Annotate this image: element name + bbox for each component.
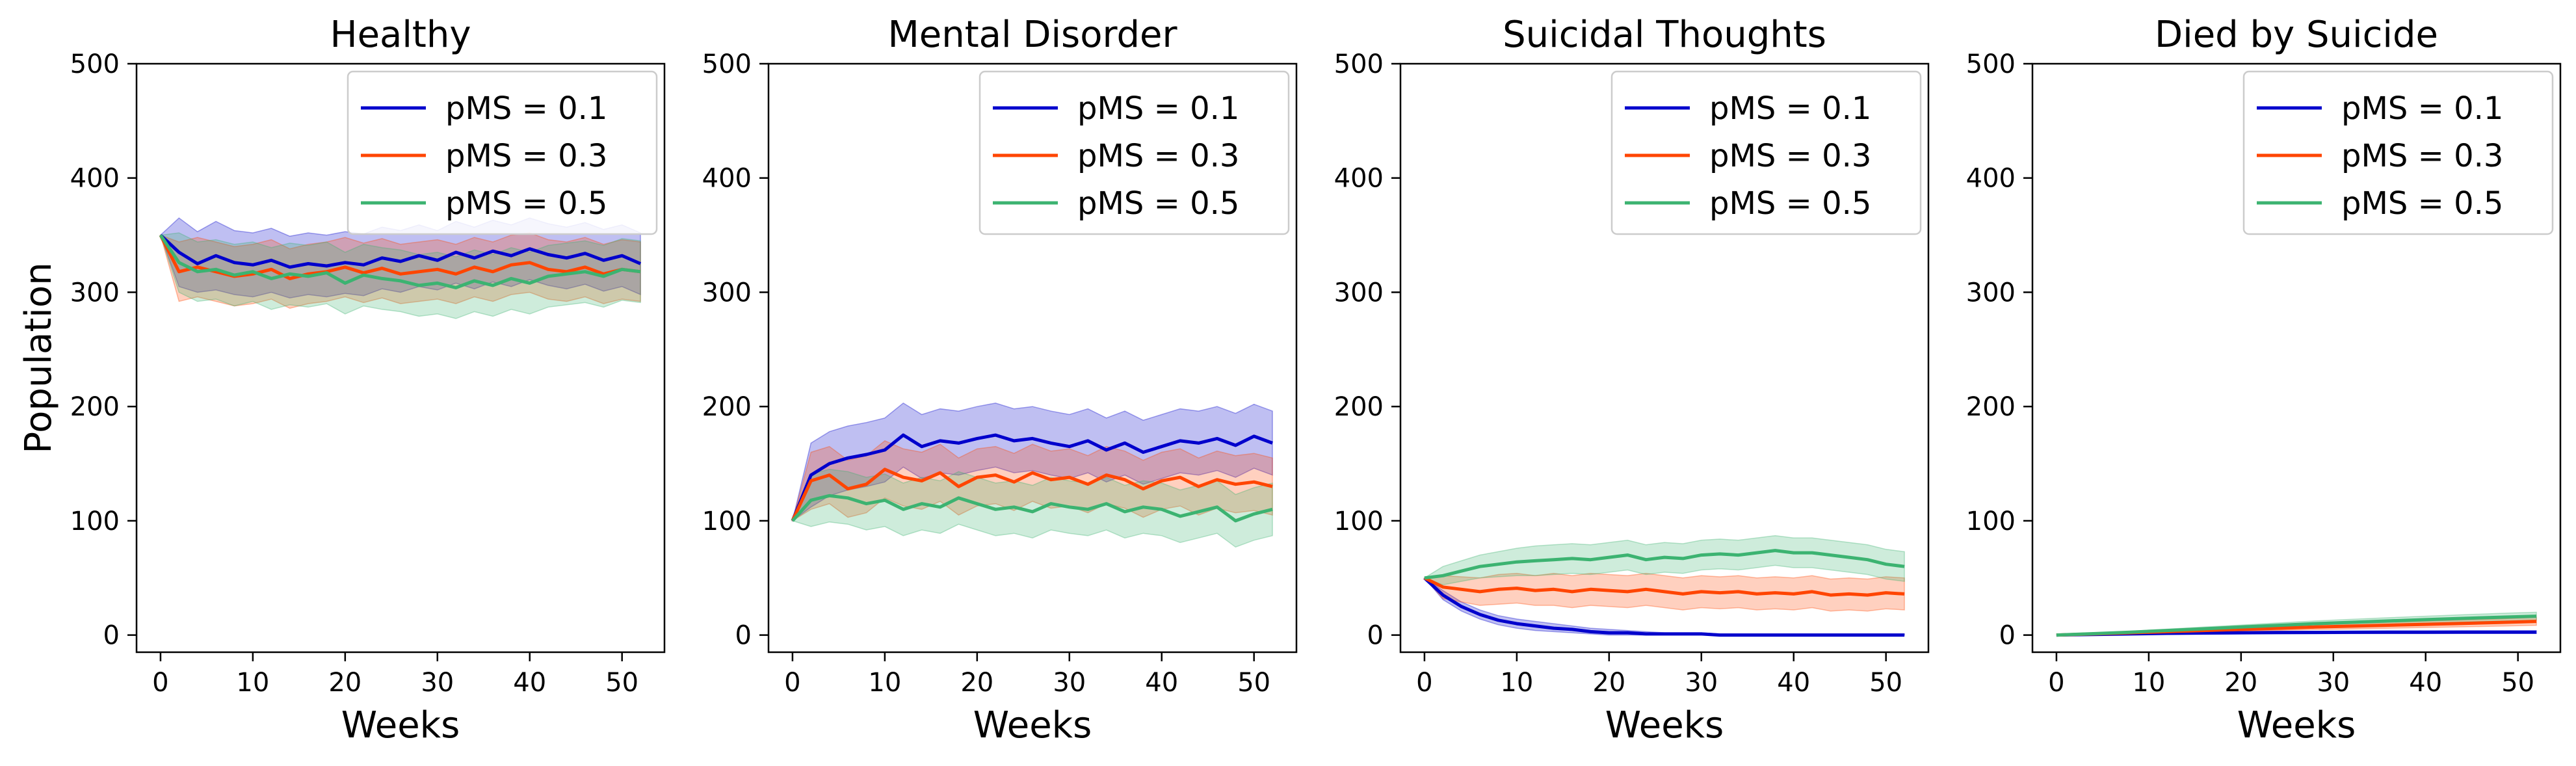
y-tick-label: 500 — [1334, 49, 1384, 79]
series-line-1 — [159, 233, 642, 269]
y-tick-label: 300 — [70, 278, 120, 308]
x-tick-label: 20 — [960, 668, 993, 698]
y-axis-label: Population — [18, 262, 60, 453]
x-tick-label: 0 — [784, 668, 800, 698]
y-tick-label: 400 — [1334, 164, 1384, 194]
legend-label-1: pMS = 0.1 — [1077, 90, 1239, 127]
x-tick-label: 10 — [2132, 668, 2165, 698]
x-tick-label: 40 — [1145, 668, 1178, 698]
x-axis-label: Weeks — [1605, 704, 1724, 746]
y-tick-label: 500 — [1966, 49, 2016, 79]
x-tick-label: 50 — [1869, 668, 1902, 698]
legend-label-2: pMS = 0.3 — [1709, 138, 1871, 174]
x-tick-label: 50 — [1237, 668, 1270, 698]
legend-label-2: pMS = 0.3 — [1077, 138, 1239, 174]
x-tick-label: 0 — [2048, 668, 2064, 698]
y-tick-label: 200 — [1334, 392, 1384, 422]
series-line-3 — [2056, 614, 2537, 637]
legend-label-2: pMS = 0.3 — [445, 138, 607, 174]
x-tick-label: 40 — [513, 668, 546, 698]
x-axis-label: Weeks — [2237, 704, 2356, 746]
legend-label-3: pMS = 0.5 — [445, 185, 607, 222]
legend-box — [2242, 70, 2554, 235]
legend-box — [347, 70, 658, 235]
y-tick-label: 300 — [1334, 278, 1384, 308]
x-tick-label: 40 — [2409, 668, 2442, 698]
series-line-2 — [1423, 576, 1905, 597]
y-tick-label: 0 — [103, 621, 120, 651]
legend: pMS = 0.1 pMS = 0.3 pMS = 0.5 — [979, 70, 1290, 235]
x-tick-label: 30 — [421, 668, 454, 698]
x-tick-label: 10 — [236, 668, 269, 698]
y-tick-label: 500 — [70, 49, 120, 79]
y-tick-label: 300 — [1966, 278, 2016, 308]
legend-label-1: pMS = 0.1 — [445, 90, 607, 127]
x-tick-label: 40 — [1777, 668, 1810, 698]
y-tick-label: 100 — [70, 507, 120, 536]
x-tick-label: 10 — [868, 668, 901, 698]
legend-label-3: pMS = 0.5 — [1077, 185, 1239, 222]
y-tick-label: 0 — [1999, 621, 2016, 651]
legend-label-3: pMS = 0.5 — [1709, 185, 1871, 222]
plot-frame — [2031, 62, 2562, 654]
panel-title: Suicidal Thoughts — [1503, 14, 1826, 56]
legend-label-3: pMS = 0.5 — [2341, 185, 2503, 222]
y-tick-label: 500 — [702, 49, 752, 79]
y-tick-label: 100 — [1966, 507, 2016, 536]
y-tick-label: 100 — [702, 507, 752, 536]
plot-frame — [767, 62, 1298, 654]
series-line-2 — [791, 468, 1273, 522]
x-tick-label: 10 — [1500, 668, 1533, 698]
x-tick-label: 20 — [328, 668, 361, 698]
y-tick-label: 200 — [702, 392, 752, 422]
series-line-1 — [1423, 576, 1905, 637]
legend-box — [1610, 70, 1922, 235]
y-tick-label: 400 — [1966, 164, 2016, 194]
x-tick-label: 0 — [152, 668, 168, 698]
panel-title: Mental Disorder — [887, 14, 1177, 56]
x-tick-label: 0 — [1416, 668, 1432, 698]
chart-panel-1: 0 10 20 30 40 500100200300400500HealthyWeeksP… — [18, 14, 666, 746]
y-tick-label: 0 — [1367, 621, 1384, 651]
series-line-3 — [791, 494, 1273, 523]
plot-frame — [1399, 62, 1930, 654]
x-axis-label: Weeks — [341, 704, 460, 746]
legend: pMS = 0.1 pMS = 0.3 pMS = 0.5 — [347, 70, 658, 235]
x-tick-label: 50 — [2501, 668, 2534, 698]
x-tick-label: 20 — [1592, 668, 1625, 698]
series-line-3 — [159, 234, 641, 289]
y-tick-label: 400 — [702, 164, 752, 194]
y-tick-label: 200 — [1966, 392, 2016, 422]
x-tick-label: 30 — [2317, 668, 2350, 698]
series-line-1 — [791, 433, 1273, 522]
series-line-3 — [1424, 549, 1905, 580]
x-tick-label: 20 — [2224, 668, 2257, 698]
y-tick-label: 400 — [70, 164, 120, 194]
y-tick-label: 200 — [70, 392, 120, 422]
y-tick-label: 100 — [1334, 507, 1384, 536]
x-tick-label: 50 — [605, 668, 638, 698]
x-axis-label: Weeks — [973, 704, 1092, 746]
legend-label-1: pMS = 0.1 — [1709, 90, 1871, 127]
legend-box — [979, 70, 1290, 235]
x-tick-label: 30 — [1685, 668, 1718, 698]
legend-label-2: pMS = 0.3 — [2341, 138, 2503, 174]
confidence-band-1 — [160, 217, 641, 298]
legend: pMS = 0.1 pMS = 0.3 pMS = 0.5 — [2242, 70, 2554, 235]
panel-title: Healthy — [330, 14, 471, 56]
plot-frame — [135, 62, 666, 654]
y-tick-label: 0 — [735, 621, 752, 651]
y-tick-label: 300 — [702, 278, 752, 308]
legend: pMS = 0.1 pMS = 0.3 pMS = 0.5 — [1610, 70, 1922, 235]
x-tick-label: 30 — [1053, 668, 1086, 698]
confidence-band-3 — [159, 232, 641, 319]
panel-title: Died by Suicide — [2155, 14, 2438, 56]
legend-label-1: pMS = 0.1 — [2341, 90, 2503, 127]
